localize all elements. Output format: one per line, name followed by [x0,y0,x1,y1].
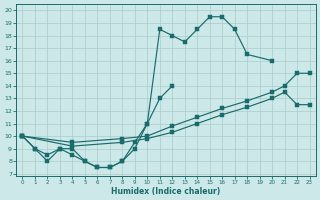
X-axis label: Humidex (Indice chaleur): Humidex (Indice chaleur) [111,187,221,196]
